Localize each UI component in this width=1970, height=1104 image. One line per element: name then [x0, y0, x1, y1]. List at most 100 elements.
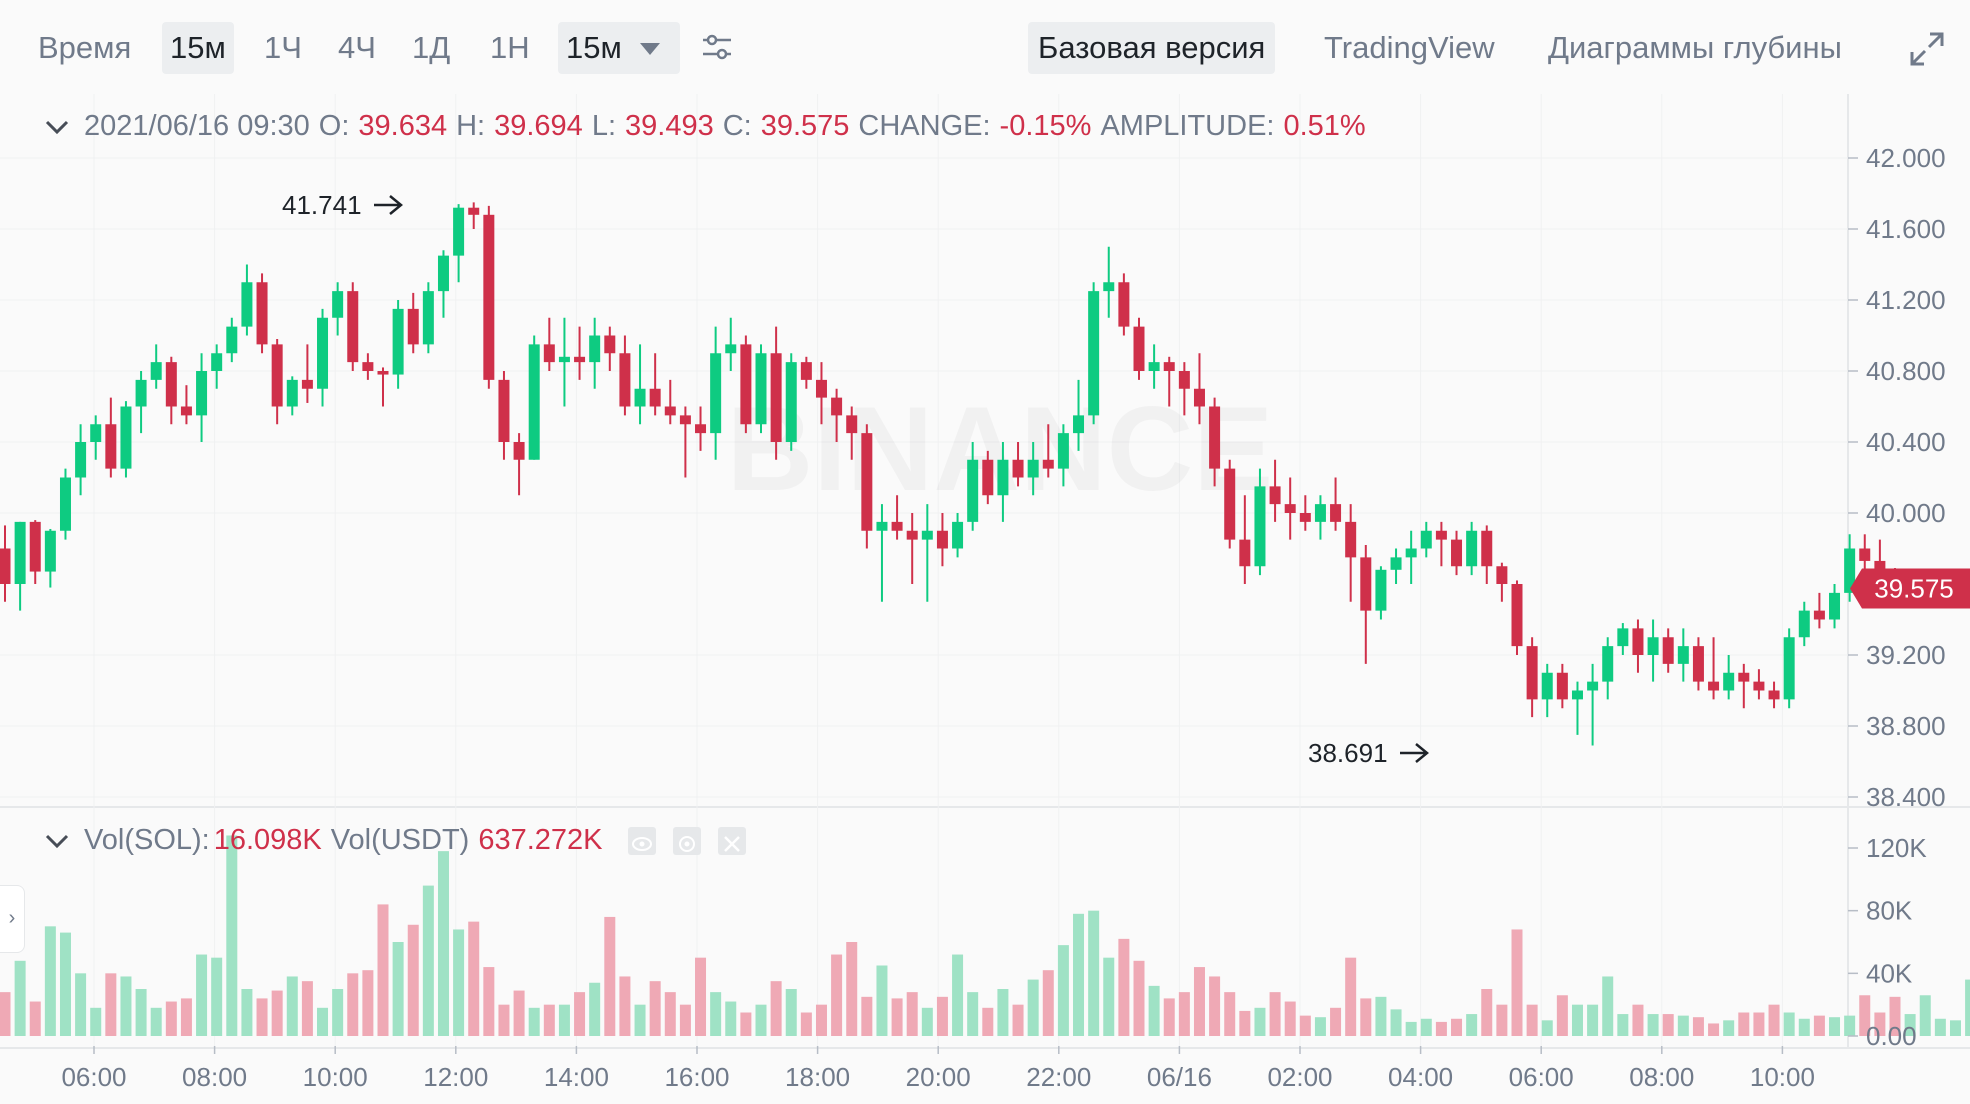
candle — [1435, 521, 1447, 567]
settings-sliders-icon[interactable] — [700, 30, 734, 64]
candle — [165, 356, 177, 425]
collapse-chevron-icon[interactable] — [44, 114, 70, 140]
volume-bar — [44, 926, 56, 1036]
volume-bar — [921, 1007, 933, 1036]
legend-low-label: L: — [591, 110, 616, 142]
candle — [1677, 628, 1689, 682]
candle — [14, 521, 26, 611]
volume-bar — [14, 960, 26, 1036]
time-tick-label: 16:00 — [664, 1062, 729, 1092]
candle — [211, 344, 223, 389]
volume-bar — [1012, 1004, 1024, 1036]
current-price-tag: 39.575 — [1850, 568, 1970, 609]
side-expand-chevron-icon[interactable]: › — [0, 885, 25, 953]
candle — [483, 205, 495, 389]
volume-bar — [1299, 1015, 1311, 1036]
candle — [589, 317, 601, 389]
watermark: BINANCE — [727, 382, 1274, 516]
volume-bar — [0, 992, 11, 1036]
candle — [135, 371, 147, 434]
candle — [1269, 459, 1281, 522]
volume-bar — [1496, 1004, 1508, 1036]
volume-bar — [1541, 1020, 1553, 1036]
volume-bar — [815, 1004, 827, 1036]
legend-change-label: CHANGE: — [858, 110, 991, 142]
volume-bar — [453, 929, 465, 1036]
volume-bar — [649, 981, 661, 1036]
volume-bar — [1163, 998, 1175, 1036]
volume-bar — [1904, 1014, 1916, 1036]
volume-bar — [1239, 1010, 1251, 1036]
price-tick-label: 38.800 — [1866, 711, 1946, 741]
axes: 42.000 41.600 41.200 40.800 40.400 40.000 39.2… — [61, 143, 1945, 1092]
interval-1h[interactable]: 1Ч — [264, 30, 302, 65]
fullscreen-expand-icon[interactable] — [1908, 30, 1946, 68]
candle — [1193, 353, 1205, 425]
candle — [437, 250, 449, 318]
candle — [347, 282, 359, 371]
candle — [952, 513, 964, 558]
candle — [453, 204, 465, 283]
candle — [695, 406, 707, 451]
candle — [1511, 580, 1523, 655]
volume-bar — [513, 990, 525, 1036]
eye-icon[interactable] — [627, 827, 656, 856]
view-tradingview[interactable]: TradingView — [1324, 30, 1495, 65]
candle — [1466, 521, 1478, 576]
candle — [1178, 362, 1190, 416]
candle — [241, 264, 253, 336]
volume-bar — [695, 957, 707, 1036]
settings-gear-icon[interactable] — [672, 827, 701, 856]
ohlc-legend: 2021/06/16 09:30 O: 39.634 H: 39.694 L: 39.493… — [44, 104, 1375, 148]
candle — [558, 317, 570, 407]
volume-bar — [1617, 1014, 1629, 1036]
candle — [1148, 344, 1160, 389]
volume-bar — [1148, 985, 1160, 1036]
volume-bar — [785, 989, 797, 1036]
arrow-right-icon — [1400, 743, 1429, 763]
legend-high-label: H: — [456, 110, 486, 142]
legend-amplitude-value: 0.51% — [1283, 110, 1366, 142]
volume-bar — [634, 1004, 646, 1036]
candle — [468, 202, 480, 229]
min-price-label: 38.691 — [1308, 738, 1388, 768]
candle — [1012, 442, 1024, 487]
candle — [800, 356, 812, 389]
interval-15m[interactable]: 15м — [162, 22, 234, 74]
view-depth[interactable]: Диаграммы глубины — [1548, 30, 1842, 65]
candle — [619, 335, 631, 416]
volume-bar — [211, 957, 223, 1036]
candle — [1753, 669, 1765, 700]
vol-sol-value: 16.098K — [213, 824, 322, 856]
interval-1w[interactable]: 1Н — [490, 30, 530, 65]
volume-bar — [982, 1007, 994, 1036]
volume-bar — [740, 1012, 752, 1036]
candle — [256, 273, 268, 354]
volume-bar — [317, 1007, 329, 1036]
candle — [29, 520, 41, 584]
volume-bar — [286, 976, 298, 1036]
interval-1d[interactable]: 1Д — [412, 30, 451, 65]
time-tab[interactable]: Время — [38, 30, 132, 65]
legend-datetime: 2021/06/16 09:30 — [84, 110, 310, 142]
interval-dropdown[interactable]: 15м — [558, 22, 680, 74]
candle — [997, 442, 1009, 522]
volume-bar — [710, 992, 722, 1036]
view-basic[interactable]: Базовая версия — [1028, 22, 1276, 74]
volume-bar — [770, 981, 782, 1036]
volume-bar — [1103, 957, 1115, 1036]
volume-bar — [997, 989, 1009, 1036]
volume-bar — [1556, 995, 1568, 1036]
collapse-chevron-icon[interactable] — [44, 828, 70, 854]
interval-4h[interactable]: 4Ч — [338, 30, 376, 65]
volume-bar — [1209, 976, 1221, 1036]
close-icon[interactable] — [717, 827, 746, 856]
candle — [876, 504, 888, 602]
candle — [574, 326, 586, 380]
volume-bar — [876, 965, 888, 1036]
volume-bar — [1193, 967, 1205, 1036]
volume-bar — [936, 996, 948, 1036]
candle — [1556, 663, 1568, 709]
candle — [906, 513, 918, 584]
